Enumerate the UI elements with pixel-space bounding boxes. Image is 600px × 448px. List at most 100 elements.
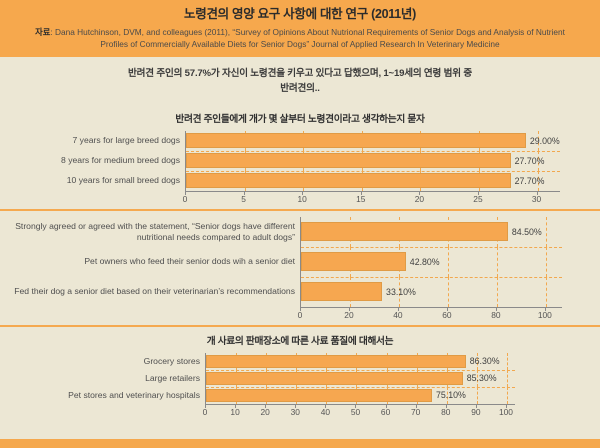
header-banner: 노령견의 영양 요구 사항에 대한 연구 (2011년) 자료: Dana Hu… (0, 0, 600, 57)
axis-tick-label: 50 (350, 406, 361, 417)
bar-value-label: 85.30% (466, 373, 497, 384)
bar-category-label: 7 years for large breed dogs (72, 135, 181, 146)
axis-tick-mark (295, 404, 297, 408)
axis-tick-mark (302, 191, 304, 195)
source-citation: 자료: Dana Hutchinson, DVM, and colleagues… (8, 26, 592, 50)
chart-section-1: 반려견 주인들에게 개가 몇 살부터 노령견이라고 생각하는지 묻자 7 yea… (0, 105, 600, 209)
axis-tick-label: 100 (498, 406, 513, 417)
axis-tick-label: 10 (297, 193, 307, 204)
chart-bar-row: Pet owners who feed their senior dods wi… (0, 246, 600, 277)
x-axis: 0 5 10 15 20 25 30 (0, 190, 600, 205)
chart-section-3: 개 사료의 판매장소에 따른 사료 품질에 대해서는 Grocery store… (0, 327, 600, 422)
axis-tick-mark (445, 404, 447, 408)
bar-category-label: Large retailers (145, 372, 200, 383)
chart-bar-row: Pet stores and veterinary hospitals 75.10… (0, 386, 600, 404)
chart-bar-row: Fed their dog a senior diet based on the… (0, 276, 600, 307)
axis-tick-label: 20 (260, 406, 270, 417)
chart-1-title: 반려견 주인들에게 개가 몇 살부터 노령견이라고 생각하는지 묻자 (175, 113, 425, 125)
axis-tick-label: 0 (202, 406, 208, 417)
bar-plot-area: 85.30% (205, 369, 515, 387)
bar-wrapper: 86.30% (206, 353, 515, 370)
axis-tick-mark (300, 307, 301, 311)
bar-category-label: Pet stores and veterinary hospitals (68, 389, 200, 400)
axis-tick-label: 20 (414, 193, 425, 204)
chart-bar-row: 8 years for medium breed dogs 27.70% (0, 150, 600, 171)
bar-wrapper: 84.50% (301, 217, 562, 247)
bar-value-label: 84.50% (511, 226, 542, 237)
axis-tick-label: 60 (380, 406, 391, 417)
bar-value-label: 75.10% (436, 390, 466, 401)
bar (186, 133, 526, 149)
axis-tick-label: 0 (182, 193, 188, 204)
bar-value-label: 29.00% (529, 135, 560, 146)
bar (206, 371, 463, 385)
bar-plot-area: 75.10% (205, 386, 515, 404)
chart-bar-row: Large retailers 85.30% (0, 369, 600, 387)
bar-plot-area: 42.80% (300, 246, 562, 277)
axis-tick-mark (415, 404, 417, 408)
axis-tick-label: 60 (442, 309, 452, 320)
section-divider-1 (0, 208, 600, 211)
axis-spacer (0, 307, 300, 321)
axis-tick-mark (385, 404, 387, 408)
axis-tick-label: 40 (393, 309, 403, 320)
axis-tick-mark (446, 307, 448, 311)
intro-line-1: 반려견 주인의 57.7%가 자신이 노령견을 키우고 있다고 답했으며, 1~… (127, 67, 472, 79)
axis-tick-label: 30 (531, 193, 542, 204)
axis-tick-mark (495, 307, 497, 311)
bar-wrapper: 27.70% (186, 151, 560, 171)
axis-spacer (0, 191, 185, 205)
axis-tick-mark (243, 191, 245, 195)
axis-tick-label: 10 (230, 406, 240, 417)
bar (186, 173, 511, 189)
axis-line: 0 20 40 60 80 100 (298, 306, 562, 321)
axis-tick-mark (185, 191, 186, 195)
chart-bar-row: Strongly agreed or agreed with the state… (0, 216, 600, 247)
chart-1: 7 years for large breed dogs 29.00% 8 year… (0, 130, 600, 205)
bar-plot-area: 27.70% (185, 150, 560, 171)
bar (301, 282, 383, 302)
chart-3-title: 개 사료의 판매장소에 따른 사료 품질에 대해서는 (206, 335, 394, 347)
source-text: : Dana Hutchinson, DVM, and colleagues (… (50, 26, 565, 49)
bar-plot-area: 84.50% (300, 216, 562, 247)
bar-category-label: 8 years for medium breed dogs (61, 155, 180, 166)
axis-tick-mark (265, 404, 267, 408)
bar-wrapper: 27.70% (186, 171, 560, 191)
x-axis: 0 20 40 60 80 100 (0, 306, 600, 321)
axis-tick-label: 40 (320, 406, 331, 417)
axis-tick-mark (536, 191, 538, 195)
bar (206, 388, 433, 402)
bar (186, 153, 511, 169)
bar-wrapper: 85.30% (206, 370, 515, 387)
axis-tick-mark (355, 404, 357, 408)
source-label: 자료 (35, 26, 51, 37)
chart-bar-row: 7 years for large breed dogs 29.00% (0, 130, 600, 151)
axis-tick-label: 15 (356, 193, 366, 204)
x-axis: 0 10 20 30 40 50 60 70 80 90 100 (0, 403, 600, 418)
bar-value-label: 42.80% (409, 256, 440, 267)
bar-wrapper: 29.00% (186, 131, 560, 151)
bar-category-label: Strongly agreed or agreed with the state… (15, 220, 295, 242)
bar-plot-area: 33.10% (300, 276, 562, 307)
bar-category-label: Pet owners who feed their senior dods wi… (84, 256, 295, 267)
chart-bar-row: 10 years for small breed dogs 27.70% (0, 170, 600, 191)
page-title: 노령견의 영양 요구 사항에 대한 연구 (2011년) (184, 7, 416, 21)
axis-tick-mark (505, 404, 507, 408)
section-divider-2 (0, 324, 600, 327)
axis-tick-label: 5 (241, 193, 246, 204)
bar-plot-area: 86.30% (205, 352, 515, 370)
axis-tick-mark (348, 307, 350, 311)
bar-value-label: 27.70% (514, 155, 545, 166)
bar-plot-area: 27.70% (185, 170, 560, 191)
axis-tick-mark (360, 191, 362, 195)
intro-text: 반려견 주인의 57.7%가 자신이 노령견을 키우고 있다고 답했으며, 1~… (0, 57, 600, 105)
bar-value-label: 27.70% (514, 175, 545, 186)
axis-tick-mark (235, 404, 237, 408)
bar-wrapper: 33.10% (301, 277, 562, 307)
bar (301, 222, 508, 242)
chart-3: Grocery stores 86.30% Large retailers 85.30… (0, 352, 600, 418)
intro-line-2: 반려견의.. (280, 83, 320, 95)
axis-tick-mark (397, 307, 399, 311)
axis-tick-label: 70 (411, 406, 421, 417)
axis-tick-mark (325, 404, 327, 408)
